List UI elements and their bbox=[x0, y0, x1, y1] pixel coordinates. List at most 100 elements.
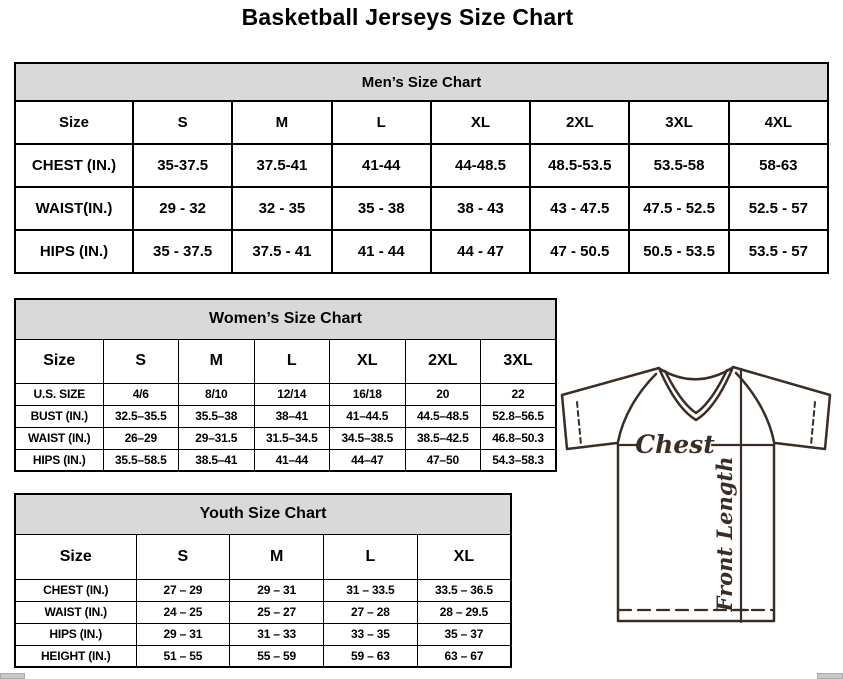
youth-cell: 29 – 31 bbox=[135, 622, 231, 646]
womens-cell: 4/6 bbox=[102, 382, 179, 406]
womens-hips-row: HIPS (IN.) 35.5–58.5 38.5–41 41–44 44–47… bbox=[14, 448, 557, 472]
mens-hips-row: HIPS (IN.) 35 - 37.5 37.5 - 41 41 - 44 4… bbox=[14, 229, 830, 274]
jersey-left-seam bbox=[616, 372, 658, 444]
scrollbar-thumb-fragment-left[interactable] bbox=[0, 673, 25, 679]
mens-cell: 41 - 44 bbox=[330, 229, 432, 274]
mens-col-header-2xl: 2XL bbox=[529, 100, 631, 145]
womens-col-header-m: M bbox=[178, 338, 255, 384]
mens-cell: 58-63 bbox=[727, 143, 830, 188]
womens-col-header-size: Size bbox=[14, 338, 104, 384]
mens-cell: 35 - 38 bbox=[330, 186, 432, 231]
youth-cell: 25 – 27 bbox=[229, 600, 324, 624]
womens-col-header-3xl: 3XL bbox=[480, 338, 557, 384]
youth-cell: 29 – 31 bbox=[229, 578, 324, 602]
front-length-label: Front Length bbox=[712, 457, 737, 613]
womens-bust-row: BUST (IN.) 32.5–35.5 35.5–38 38–41 41–44… bbox=[14, 404, 557, 428]
mens-cell: 37.5 - 41 bbox=[231, 229, 333, 274]
mens-row-label: HIPS (IN.) bbox=[14, 229, 134, 274]
youth-col-header-s: S bbox=[135, 533, 231, 580]
womens-col-header-xl: XL bbox=[329, 338, 406, 384]
womens-cell: 20 bbox=[404, 382, 481, 406]
womens-cell: 38.5–42.5 bbox=[404, 426, 481, 450]
mens-cell: 52.5 - 57 bbox=[727, 186, 830, 231]
youth-waist-row: WAIST (IN.) 24 – 25 25 – 27 27 – 28 28 –… bbox=[14, 600, 512, 624]
womens-col-header-2xl: 2XL bbox=[404, 338, 481, 384]
mens-cell: 38 - 43 bbox=[429, 186, 532, 231]
jersey-vneck-inner bbox=[663, 368, 729, 415]
jersey-outline bbox=[560, 365, 832, 623]
jersey-collar-top-arc bbox=[658, 366, 734, 381]
youth-table-title-row: Youth Size Chart bbox=[14, 493, 512, 535]
womens-row-label: HIPS (IN.) bbox=[14, 448, 104, 472]
youth-cell: 55 – 59 bbox=[229, 644, 324, 668]
womens-cell: 47–50 bbox=[404, 448, 481, 472]
youth-cell: 24 – 25 bbox=[135, 600, 231, 624]
mens-chest-row: CHEST (IN.) 35-37.5 37.5-41 41-44 44-48.… bbox=[14, 143, 830, 188]
womens-cell: 44–47 bbox=[329, 448, 406, 472]
mens-table-title: Men’s Size Chart bbox=[14, 62, 829, 102]
mens-cell: 35-37.5 bbox=[131, 143, 234, 188]
youth-cell: 31 – 33.5 bbox=[323, 578, 418, 602]
womens-cell: 35.5–58.5 bbox=[102, 448, 179, 472]
womens-cell: 41–44 bbox=[253, 448, 330, 472]
womens-table-title-row: Women’s Size Chart bbox=[14, 298, 557, 340]
youth-row-label: HIPS (IN.) bbox=[14, 622, 137, 646]
womens-col-header-l: L bbox=[253, 338, 330, 384]
mens-col-header-l: L bbox=[330, 100, 432, 145]
womens-cell: 41–44.5 bbox=[329, 404, 406, 428]
womens-size-table: Women’s Size Chart Size S M L XL 2XL 3XL… bbox=[14, 298, 557, 472]
youth-header-row: Size S M L XL bbox=[14, 533, 512, 580]
mens-cell: 53.5-58 bbox=[628, 143, 730, 188]
mens-header-row: Size S M L XL 2XL 3XL 4XL bbox=[14, 100, 830, 145]
youth-table-title: Youth Size Chart bbox=[14, 493, 512, 535]
mens-cell: 37.5-41 bbox=[231, 143, 333, 188]
youth-cell: 27 – 28 bbox=[323, 600, 418, 624]
youth-chest-row: CHEST (IN.) 27 – 29 29 – 31 31 – 33.5 33… bbox=[14, 578, 512, 602]
mens-cell: 32 - 35 bbox=[231, 186, 333, 231]
youth-row-label: HEIGHT (IN.) bbox=[14, 644, 137, 668]
youth-hips-row: HIPS (IN.) 29 – 31 31 – 33 33 – 35 35 – … bbox=[14, 622, 512, 646]
womens-row-label: BUST (IN.) bbox=[14, 404, 104, 428]
womens-cell: 38.5–41 bbox=[178, 448, 255, 472]
mens-size-table: Men’s Size Chart Size S M L XL 2XL 3XL 4… bbox=[14, 62, 830, 274]
youth-cell: 33.5 – 36.5 bbox=[416, 578, 512, 602]
mens-col-header-xl: XL bbox=[429, 100, 532, 145]
womens-cell: 44.5–48.5 bbox=[404, 404, 481, 428]
womens-cell: 29–31.5 bbox=[178, 426, 255, 450]
youth-cell: 59 – 63 bbox=[323, 644, 418, 668]
scrollbar-thumb-fragment-right[interactable] bbox=[817, 673, 843, 679]
youth-cell: 35 – 37 bbox=[416, 622, 512, 646]
womens-row-label: U.S. SIZE bbox=[14, 382, 104, 406]
mens-cell: 48.5-53.5 bbox=[529, 143, 631, 188]
womens-cell: 38–41 bbox=[253, 404, 330, 428]
youth-cell: 63 – 67 bbox=[416, 644, 512, 668]
womens-ussize-row: U.S. SIZE 4/6 8/10 12/14 16/18 20 22 bbox=[14, 382, 557, 406]
mens-cell: 29 - 32 bbox=[131, 186, 234, 231]
womens-header-row: Size S M L XL 2XL 3XL bbox=[14, 338, 557, 384]
mens-col-header-3xl: 3XL bbox=[628, 100, 730, 145]
youth-size-table: Youth Size Chart Size S M L XL CHEST (IN… bbox=[14, 493, 512, 668]
mens-cell: 47 - 50.5 bbox=[529, 229, 631, 274]
womens-cell: 12/14 bbox=[253, 382, 330, 406]
youth-col-header-m: M bbox=[229, 533, 324, 580]
mens-cell: 44-48.5 bbox=[429, 143, 532, 188]
mens-cell: 43 - 47.5 bbox=[529, 186, 631, 231]
mens-col-header-size: Size bbox=[14, 100, 134, 145]
mens-cell: 47.5 - 52.5 bbox=[628, 186, 730, 231]
youth-cell: 51 – 55 bbox=[135, 644, 231, 668]
womens-cell: 35.5–38 bbox=[178, 404, 255, 428]
mens-cell: 44 - 47 bbox=[429, 229, 532, 274]
womens-cell: 22 bbox=[480, 382, 557, 406]
mens-table-title-row: Men’s Size Chart bbox=[14, 62, 829, 102]
youth-col-header-l: L bbox=[323, 533, 418, 580]
womens-table-title: Women’s Size Chart bbox=[14, 298, 557, 340]
jersey-right-cuff-dashes bbox=[810, 401, 816, 446]
womens-cell: 8/10 bbox=[178, 382, 255, 406]
youth-cell: 27 – 29 bbox=[135, 578, 231, 602]
womens-cell: 54.3–58.3 bbox=[480, 448, 557, 472]
womens-row-label: WAIST (IN.) bbox=[14, 426, 104, 450]
youth-row-label: CHEST (IN.) bbox=[14, 578, 137, 602]
mens-row-label: WAIST(IN.) bbox=[14, 186, 134, 231]
youth-cell: 31 – 33 bbox=[229, 622, 324, 646]
mens-cell: 50.5 - 53.5 bbox=[628, 229, 730, 274]
